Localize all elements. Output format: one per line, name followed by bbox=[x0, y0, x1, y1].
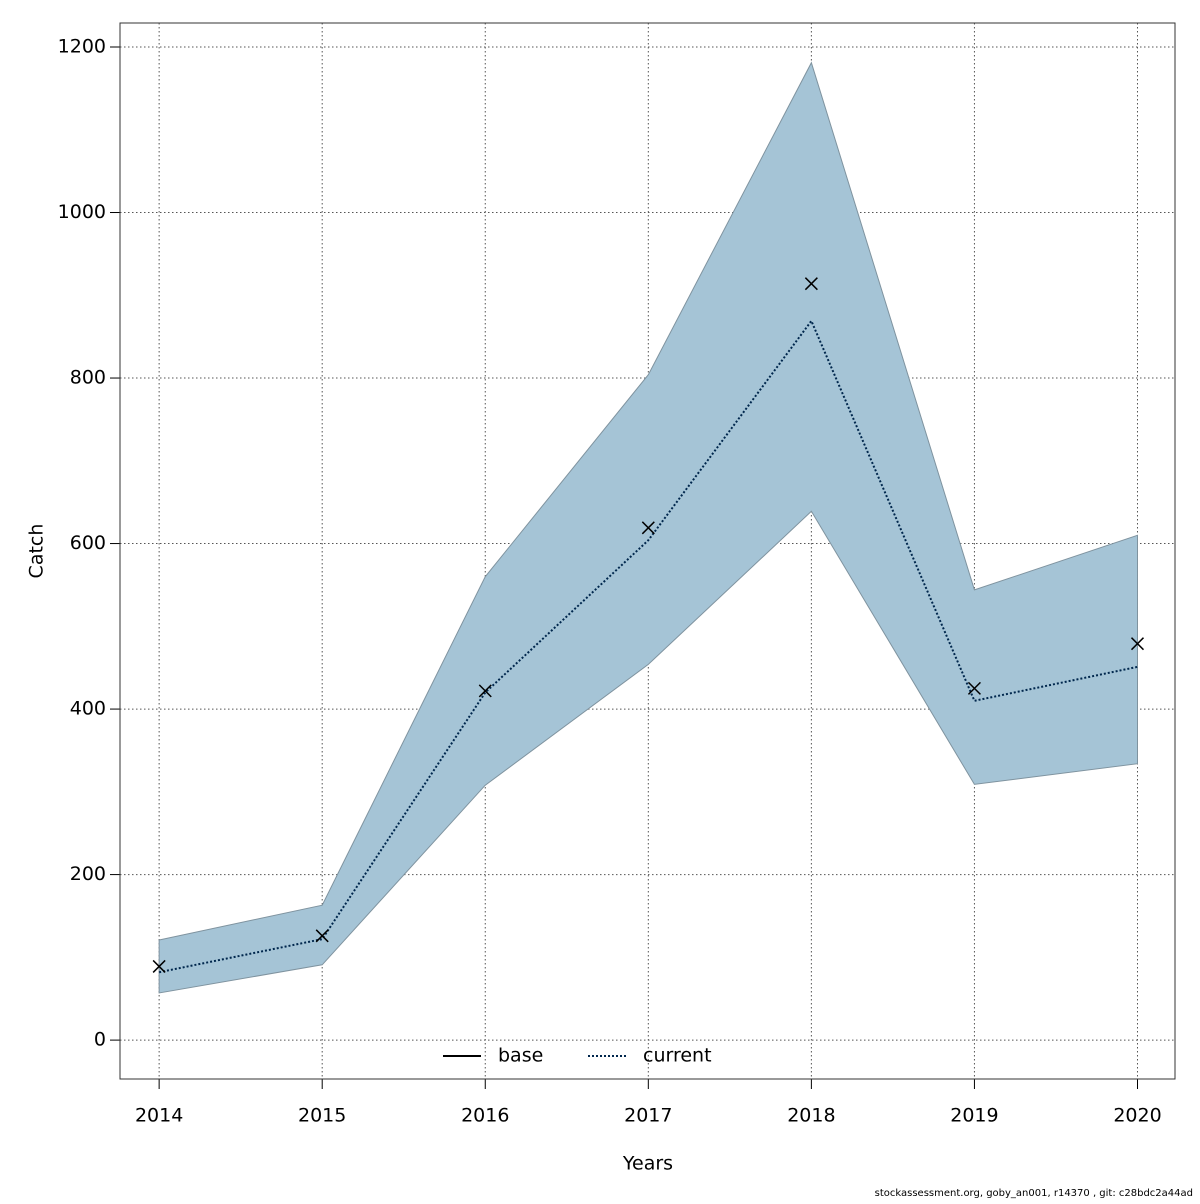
legend-label: current bbox=[643, 1045, 712, 1067]
plot-frame bbox=[119, 22, 1176, 1080]
footer: stockassessment.org, goby_an001, r14370 … bbox=[875, 1188, 1193, 1199]
x-tick-label: 2017 bbox=[624, 1105, 672, 1127]
legend-label: base bbox=[498, 1045, 543, 1067]
observed-point bbox=[1130, 637, 1145, 651]
observed-point bbox=[152, 959, 166, 973]
x-tick-label: 2016 bbox=[461, 1105, 509, 1127]
observed-point bbox=[967, 681, 981, 695]
x-tick-label: 2018 bbox=[787, 1105, 835, 1127]
y-tick-label: 200 bbox=[70, 863, 106, 885]
y-tick-label: 1200 bbox=[58, 36, 106, 58]
x-tick-label: 2014 bbox=[135, 1105, 183, 1127]
series-line bbox=[158, 318, 1138, 974]
observed-point bbox=[478, 684, 492, 698]
y-axis-label: Catch bbox=[26, 524, 48, 579]
x-tick-label: 2020 bbox=[1113, 1105, 1161, 1127]
y-tick-label: 1000 bbox=[58, 201, 106, 223]
y-tick-label: 400 bbox=[70, 698, 106, 720]
observed-point bbox=[641, 521, 655, 535]
observed-point bbox=[804, 277, 818, 291]
x-tick-label: 2019 bbox=[950, 1105, 998, 1127]
x-axis-label: Years bbox=[622, 1153, 673, 1175]
x-tick-label: 2015 bbox=[298, 1105, 346, 1127]
observed-point bbox=[315, 929, 329, 943]
y-tick-label: 0 bbox=[94, 1029, 106, 1051]
y-tick-label: 800 bbox=[70, 367, 106, 389]
y-tick-label: 600 bbox=[70, 532, 106, 554]
